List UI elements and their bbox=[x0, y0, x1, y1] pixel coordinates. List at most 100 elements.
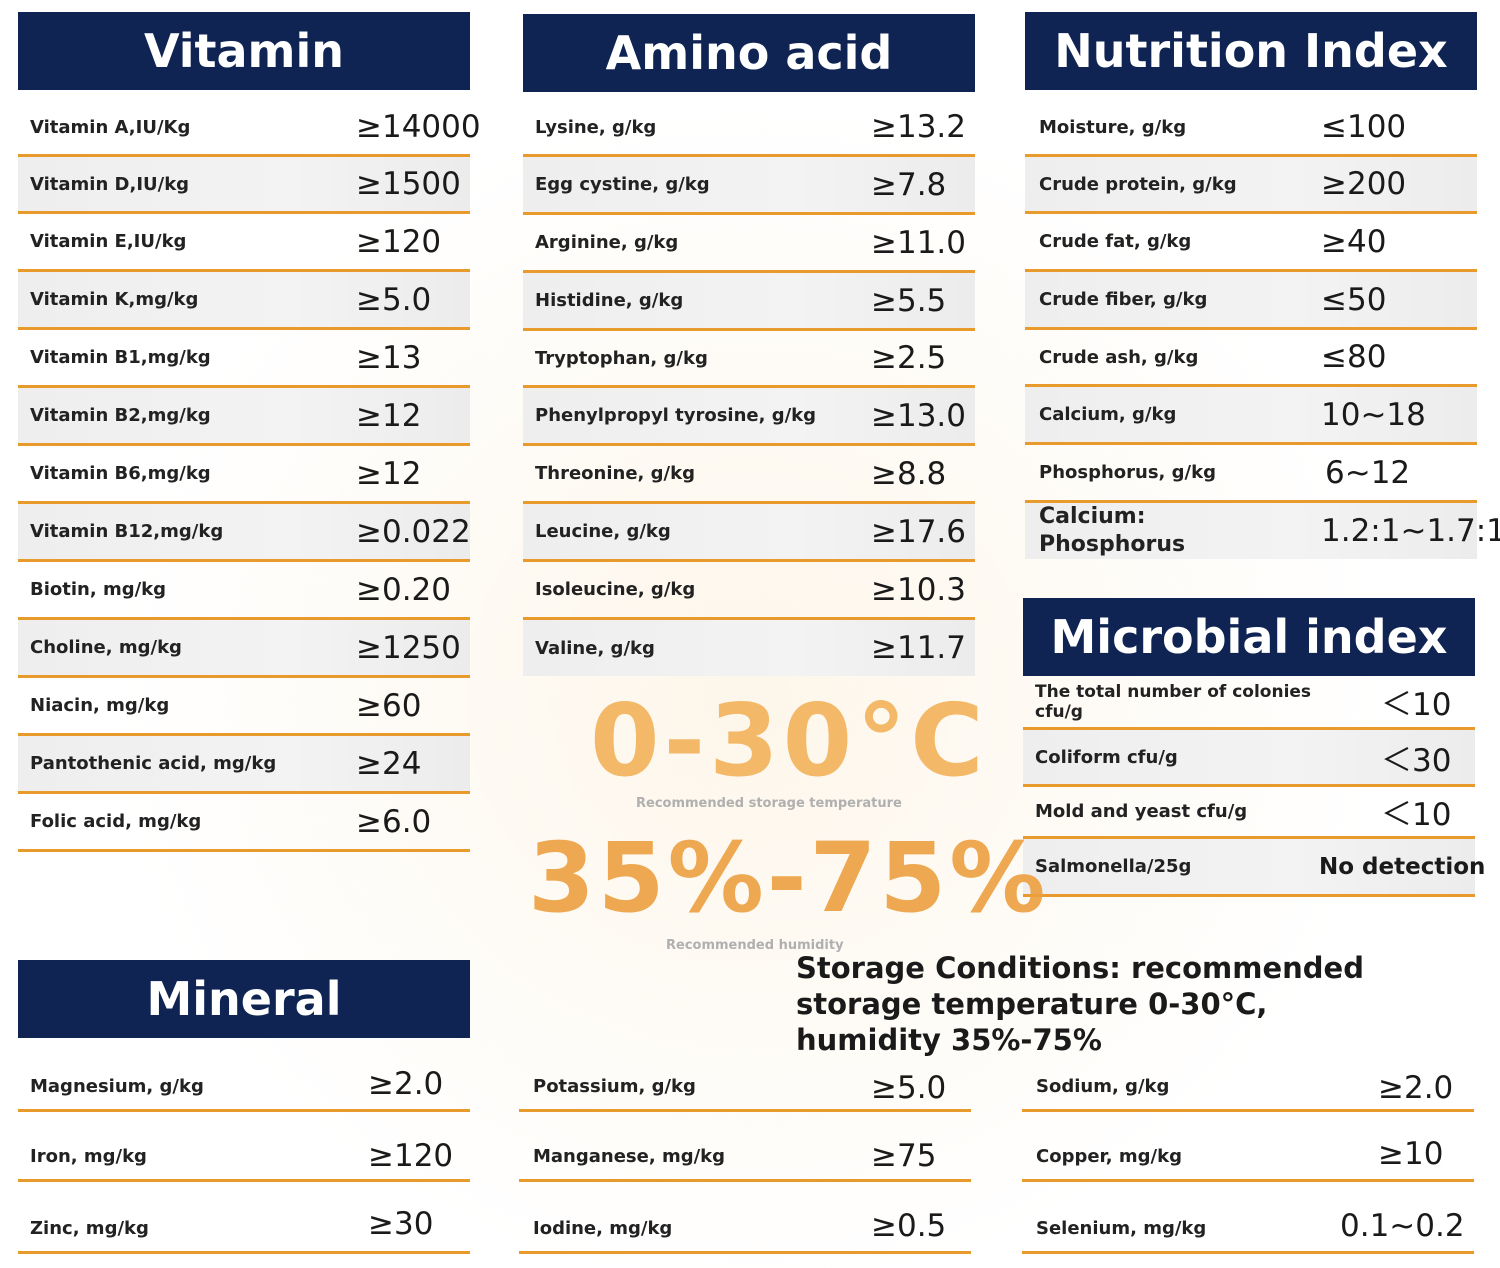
table-row: Biotin, mg/kg ≥0.20 bbox=[18, 562, 470, 620]
row-value: ≥12 bbox=[356, 455, 422, 492]
row-label: Crude fiber, g/kg bbox=[1039, 289, 1208, 310]
table-row: Vitamin B1,mg/kg ≥13 bbox=[18, 330, 470, 388]
row-label: Pantothenic acid, mg/kg bbox=[30, 753, 277, 774]
row-value: ＜30 bbox=[1381, 742, 1452, 779]
row-value: ≥13 bbox=[356, 339, 422, 376]
row-value: ≥0.022 bbox=[356, 513, 471, 550]
table-row: Threonine, g/kg ≥8.8 bbox=[523, 446, 975, 504]
row-label: Crude fat, g/kg bbox=[1039, 231, 1192, 252]
amino-acid-title: Amino acid bbox=[523, 14, 975, 92]
row-value: ≥120 bbox=[356, 223, 442, 260]
row-value: ≥2.5 bbox=[871, 340, 947, 376]
table-row: Crude ash, g/kg ≤80 bbox=[1025, 330, 1477, 387]
mineral-panel: Mineral bbox=[18, 960, 470, 1038]
table-row: Egg cystine, g/kg ≥7.8 bbox=[523, 157, 975, 215]
row-value: ≥24 bbox=[356, 745, 422, 782]
table-row: Crude fat, g/kg ≥40 bbox=[1025, 214, 1477, 272]
row-value: ≥17.6 bbox=[871, 513, 966, 550]
row-label: Isoleucine, g/kg bbox=[535, 579, 696, 600]
row-label: Coliform cfu/g bbox=[1035, 746, 1178, 768]
table-row: The total number of colonies cfu/g ＜10 bbox=[1023, 676, 1475, 730]
amino-acid-panel: Amino acid Lysine, g/kg ≥13.2 Egg cystine… bbox=[523, 14, 975, 676]
row-value: ≥6.0 bbox=[356, 803, 432, 840]
row-label: Sodium, g/kg bbox=[1036, 1076, 1170, 1097]
row-label: Copper, mg/kg bbox=[1036, 1146, 1182, 1167]
table-row: Crude protein, g/kg ≥200 bbox=[1025, 157, 1477, 214]
row-value: ≤100 bbox=[1321, 109, 1407, 145]
row-value: ≥8.8 bbox=[871, 455, 947, 492]
row-label: Vitamin E,IU/kg bbox=[30, 231, 187, 252]
table-row: Iodine, mg/kg ≥0.5 bbox=[519, 1196, 971, 1254]
table-row: Crude fiber, g/kg ≤50 bbox=[1025, 272, 1477, 330]
row-value: ≥5.0 bbox=[356, 281, 432, 318]
row-value: ≥5.5 bbox=[871, 282, 947, 319]
temperature-caption: Recommended storage temperature bbox=[636, 796, 902, 811]
table-row: Vitamin K,mg/kg ≥5.0 bbox=[18, 272, 470, 330]
row-label: Iodine, mg/kg bbox=[533, 1218, 673, 1239]
row-label: Vitamin A,IU/Kg bbox=[30, 116, 191, 138]
row-label: Salmonella/25g bbox=[1035, 856, 1192, 877]
table-row: Moisture, g/kg ≤100 bbox=[1025, 100, 1477, 157]
row-value: ≥7.8 bbox=[871, 166, 947, 203]
table-row: Vitamin E,IU/kg ≥120 bbox=[18, 214, 470, 272]
table-row: Vitamin B12,mg/kg ≥0.022 bbox=[18, 504, 471, 562]
vitamin-title: Vitamin bbox=[18, 12, 470, 90]
row-value: 1.2:1~1.7:1 bbox=[1321, 513, 1500, 549]
temperature-range-display: 0-30°C bbox=[590, 682, 988, 799]
table-row: Phenylpropyl tyrosine, g/kg ≥13.0 bbox=[523, 388, 975, 446]
humidity-caption: Recommended humidity bbox=[666, 938, 844, 953]
row-label: Moisture, g/kg bbox=[1039, 116, 1187, 138]
table-row: Selenium, mg/kg 0.1~0.2 bbox=[1022, 1196, 1474, 1254]
row-value: 6~12 bbox=[1325, 454, 1411, 491]
row-value: ≥13.2 bbox=[871, 109, 966, 145]
row-value: No detection bbox=[1319, 853, 1486, 880]
row-value: ≥120 bbox=[368, 1138, 454, 1174]
row-value: ≥30 bbox=[368, 1206, 434, 1242]
row-label: Vitamin K,mg/kg bbox=[30, 289, 199, 310]
table-row: Sodium, g/kg ≥2.0 bbox=[1022, 1058, 1474, 1112]
table-row: Iron, mg/kg ≥120 bbox=[18, 1124, 470, 1182]
row-label: Threonine, g/kg bbox=[535, 463, 695, 484]
row-value: ≥11.7 bbox=[871, 630, 966, 666]
row-value: ≥0.20 bbox=[356, 571, 451, 608]
row-label: Biotin, mg/kg bbox=[30, 579, 167, 600]
row-value: ≥5.0 bbox=[871, 1070, 947, 1106]
row-value: ≥13.0 bbox=[871, 397, 966, 434]
table-row: Vitamin A,IU/Kg ≥14000 bbox=[18, 100, 481, 157]
table-row: Zinc, mg/kg ≥30 bbox=[18, 1196, 470, 1254]
row-value: ＜10 bbox=[1381, 687, 1452, 723]
microbial-index-title: Microbial index bbox=[1023, 598, 1475, 676]
row-label: Tryptophan, g/kg bbox=[535, 347, 708, 369]
table-row: Mold and yeast cfu/g ＜10 bbox=[1023, 787, 1475, 839]
row-value: 10~18 bbox=[1321, 396, 1426, 433]
table-row: Vitamin B6,mg/kg ≥12 bbox=[18, 446, 470, 504]
row-label: Mold and yeast cfu/g bbox=[1035, 801, 1248, 822]
nutrition-index-title: Nutrition Index bbox=[1025, 12, 1477, 90]
row-label: Crude ash, g/kg bbox=[1039, 346, 1199, 368]
table-row: Niacin, mg/kg ≥60 bbox=[18, 678, 470, 736]
row-value: ≤50 bbox=[1321, 281, 1387, 318]
row-label: Phosphorus, g/kg bbox=[1039, 462, 1216, 483]
row-label: Manganese, mg/kg bbox=[533, 1146, 726, 1167]
table-row: Magnesium, g/kg ≥2.0 bbox=[18, 1058, 470, 1112]
row-value: ≥14000 bbox=[356, 109, 481, 145]
row-label: Vitamin D,IU/kg bbox=[30, 173, 190, 195]
table-row: Copper, mg/kg ≥10 bbox=[1022, 1124, 1474, 1182]
table-row: Folic acid, mg/kg ≥6.0 bbox=[18, 794, 470, 852]
table-row: Manganese, mg/kg ≥75 bbox=[519, 1124, 971, 1182]
row-value: ≥10 bbox=[1378, 1136, 1444, 1172]
row-label: Lysine, g/kg bbox=[535, 116, 657, 138]
table-row: Leucine, g/kg ≥17.6 bbox=[523, 504, 975, 562]
table-row: Choline, mg/kg ≥1250 bbox=[18, 620, 470, 678]
table-row: Valine, g/kg ≥11.7 bbox=[523, 620, 975, 676]
row-label: Calcium: Phosphorus bbox=[1039, 504, 1186, 557]
row-value: ≥200 bbox=[1321, 166, 1407, 202]
row-value: ≥10.3 bbox=[871, 571, 966, 608]
table-row: Vitamin B2,mg/kg ≥12 bbox=[18, 388, 470, 446]
row-label: Magnesium, g/kg bbox=[30, 1076, 204, 1097]
table-row: Salmonella/25g No detection bbox=[1023, 839, 1485, 897]
row-value: ≥0.5 bbox=[871, 1208, 947, 1244]
table-row: Pantothenic acid, mg/kg ≥24 bbox=[18, 736, 470, 794]
storage-conditions-text: Storage Conditions: recommended storage … bbox=[796, 951, 1364, 1057]
humidity-range-display: 35%-75% bbox=[528, 822, 1049, 934]
